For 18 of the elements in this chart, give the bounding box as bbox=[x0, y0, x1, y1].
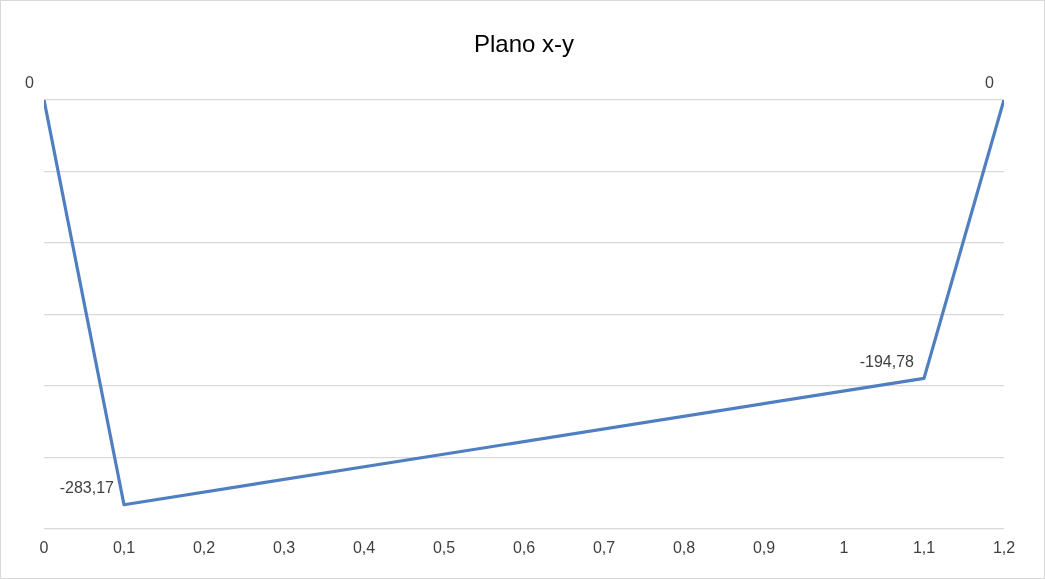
x-tick-label: 0,3 bbox=[272, 538, 296, 556]
data-label: 0 bbox=[985, 74, 995, 92]
x-tick-label: 0,6 bbox=[512, 538, 536, 556]
x-tick-label: 0,9 bbox=[752, 538, 776, 556]
data-label: -194,78 bbox=[859, 352, 915, 370]
x-tick-label: 1,2 bbox=[992, 538, 1016, 556]
x-tick-label: 0 bbox=[39, 538, 49, 556]
x-tick-label: 0,2 bbox=[192, 538, 216, 556]
x-tick-label: 0,8 bbox=[672, 538, 696, 556]
x-tick-label: 1,1 bbox=[912, 538, 936, 556]
x-tick-label: 0,7 bbox=[592, 538, 616, 556]
data-label: -283,17 bbox=[59, 479, 115, 497]
x-tick-label: 0,4 bbox=[352, 538, 376, 556]
data-label: 0 bbox=[25, 74, 35, 92]
x-tick-label: 1 bbox=[839, 538, 849, 556]
x-tick-label: 0,5 bbox=[432, 538, 456, 556]
chart-title: Plano x-y bbox=[473, 30, 575, 58]
x-tick-label: 0,1 bbox=[112, 538, 136, 556]
